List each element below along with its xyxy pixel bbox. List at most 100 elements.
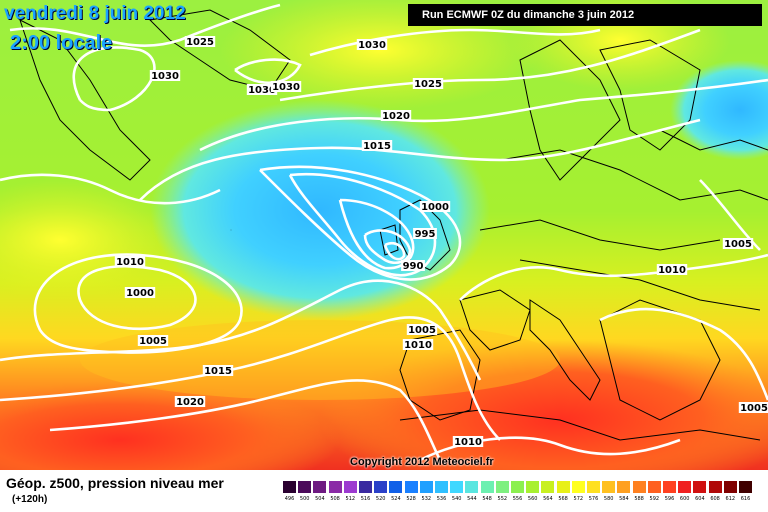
scale-swatch [358, 480, 373, 494]
isobar-label: 1030 [356, 39, 388, 51]
scale-tick-label: 540 [451, 496, 462, 502]
scale-tick-label: 524 [391, 496, 401, 502]
isobar-label: 1005 [722, 238, 754, 250]
scale-swatch [692, 480, 708, 494]
scale-swatch [722, 480, 738, 494]
scale-tick-label: 604 [695, 496, 705, 502]
scale-swatch [616, 480, 632, 494]
isobar-label: 1015 [361, 140, 393, 152]
svg-text:1010: 1010 [658, 265, 686, 276]
model-run-info: Run ECMWF 0Z du dimanche 3 juin 2012 [408, 4, 762, 26]
isobar-label: 1020 [380, 110, 412, 122]
scale-tick-label: 568 [558, 496, 568, 502]
svg-text:995: 995 [415, 229, 436, 240]
scale-tick-label: 612 [725, 496, 736, 502]
scale-tick-label: 616 [740, 496, 751, 502]
isobar-label: 1025 [412, 78, 444, 90]
scale-swatch [631, 480, 647, 494]
svg-text:1010: 1010 [454, 437, 482, 448]
scale-tick-label: 532 [421, 496, 432, 502]
scale-swatch [327, 480, 343, 494]
svg-text:1020: 1020 [382, 111, 410, 122]
isobar-label: 1030 [246, 84, 278, 96]
scale-swatch [525, 480, 541, 494]
svg-text:1005: 1005 [724, 239, 752, 250]
isobar-label: 1010 [402, 339, 434, 351]
scale-tick-label: 588 [634, 496, 644, 502]
weather-map: 1025103010301030103010251020101510009959… [0, 0, 768, 470]
svg-text:990: 990 [403, 261, 424, 272]
scale-tick-label: 572 [573, 496, 584, 502]
isobar-label: 990 [401, 260, 425, 272]
scale-tick-label: 584 [619, 496, 629, 502]
scale-swatch [677, 480, 693, 494]
svg-text:1015: 1015 [204, 366, 232, 377]
coastlines [19, 9, 768, 441]
svg-text:1005: 1005 [139, 336, 167, 347]
scale-swatch [342, 480, 358, 494]
isobar-label: 1030 [270, 81, 302, 93]
scale-swatch [707, 480, 723, 494]
scale-swatch [403, 480, 419, 494]
svg-text:1020: 1020 [176, 397, 204, 408]
scale-tick-label: 552 [497, 496, 508, 502]
scale-tick-label: 512 [345, 496, 356, 502]
scale-tick-label: 560 [527, 496, 538, 502]
scale-swatch [449, 480, 465, 494]
isobar-label: 1010 [452, 436, 484, 448]
svg-text:1030: 1030 [272, 82, 300, 93]
isobar-label: 1020 [174, 396, 206, 408]
scale-tick-label: 564 [543, 496, 553, 502]
scale-swatch [388, 480, 404, 494]
scale-swatch [434, 480, 449, 494]
svg-text:1025: 1025 [414, 79, 442, 90]
isobars [0, 3, 768, 462]
scale-tick-label: 536 [436, 496, 447, 502]
scale-tick-label: 556 [512, 496, 523, 502]
scale-tick-label: 592 [649, 496, 660, 502]
scale-swatch [555, 480, 571, 494]
isobar-label: 1005 [738, 402, 768, 414]
scale-swatch [312, 480, 328, 494]
svg-text:1010: 1010 [116, 257, 144, 268]
scale-swatch [494, 480, 510, 494]
scale-swatch [586, 480, 601, 494]
isobar-label: 1030 [149, 70, 181, 82]
scale-swatch [540, 480, 556, 494]
svg-text:1010: 1010 [404, 340, 432, 351]
scale-tick-label: 528 [406, 496, 416, 502]
forecast-time: 2:00 locale [10, 32, 113, 54]
scale-swatch [510, 480, 525, 494]
forecast-date: vendredi 8 juin 2012 [4, 3, 186, 24]
svg-text:1000: 1000 [421, 202, 449, 213]
svg-text:1030: 1030 [151, 71, 179, 82]
scale-swatch [662, 480, 677, 494]
scale-tick-label: 596 [664, 496, 675, 502]
scale-tick-label: 516 [360, 496, 371, 502]
scale-swatch [601, 480, 617, 494]
scale-tick-label: 508 [330, 496, 340, 502]
scale-tick-label: 600 [679, 496, 690, 502]
scale-swatch [570, 480, 586, 494]
isobar-label: 1015 [202, 365, 234, 377]
scale-swatch [297, 480, 313, 494]
svg-text:1005: 1005 [740, 403, 768, 414]
copyright-text: Copyright 2012 Meteociel.fr [350, 456, 494, 468]
isobar-label: 1000 [419, 201, 451, 213]
isobar-label: 1000 [124, 287, 156, 299]
scale-swatch [646, 480, 662, 494]
svg-text:1015: 1015 [363, 141, 391, 152]
isobar-label: 1005 [137, 335, 169, 347]
scale-tick-label: 580 [603, 496, 614, 502]
scale-tick-label: 544 [467, 496, 477, 502]
scale-swatch [373, 480, 389, 494]
svg-text:1025: 1025 [186, 37, 214, 48]
isobar-label: 1025 [184, 36, 216, 48]
isobar-label: 1010 [114, 256, 146, 268]
scale-swatch [418, 480, 434, 494]
legend-title: Géop. z500, pression niveau mer [6, 475, 224, 491]
svg-text:1030: 1030 [248, 85, 276, 96]
isobar-labels: 1025103010301030103010251020101510009959… [114, 36, 768, 448]
scale-tick-label: 520 [375, 496, 386, 502]
scale-tick-label: 548 [482, 496, 492, 502]
